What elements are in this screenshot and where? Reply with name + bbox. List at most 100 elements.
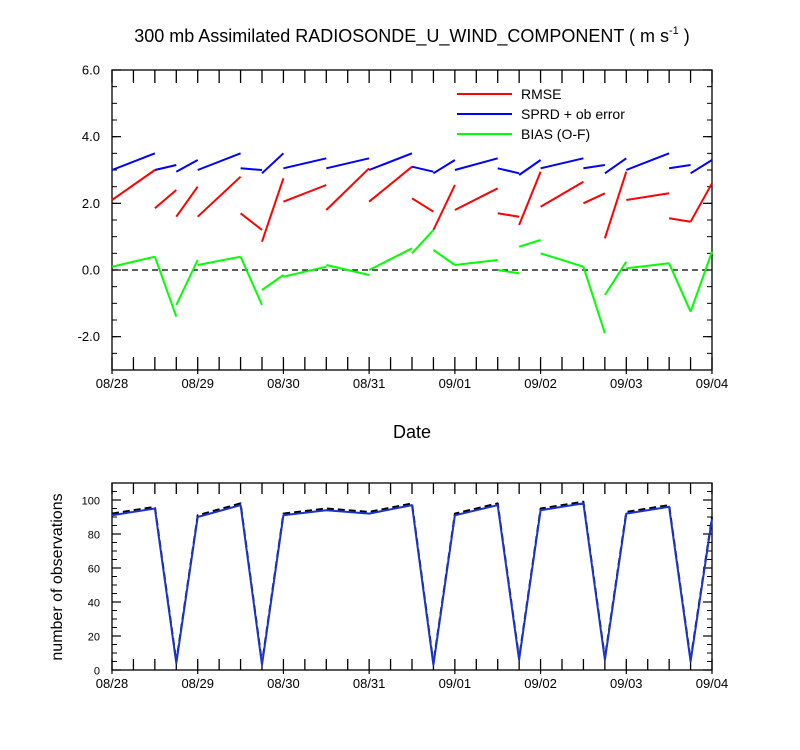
legend-label: RMSE — [521, 86, 561, 102]
series-segment — [497, 269, 520, 275]
series-segment — [540, 180, 584, 208]
series-segment — [518, 239, 541, 248]
series-line — [111, 502, 713, 666]
series-segment — [153, 256, 178, 318]
series-segment — [689, 251, 713, 313]
series-segment — [432, 184, 456, 231]
x-tick-label: 08/31 — [353, 376, 386, 391]
x-tick-label: 09/02 — [524, 376, 557, 391]
x-tick-label: 09/01 — [439, 676, 472, 691]
series-segment — [518, 159, 542, 176]
series-segment — [454, 187, 499, 211]
x-tick-label: 09/04 — [696, 376, 729, 391]
series-segment — [197, 255, 241, 266]
legend-label: BIAS (O-F) — [521, 126, 590, 142]
x-tick-label: 08/29 — [181, 676, 214, 691]
series-segment — [368, 152, 413, 171]
y-tick-label: 80 — [88, 530, 100, 542]
series-segment — [239, 212, 263, 231]
series-segment — [325, 167, 370, 211]
series-segment — [689, 182, 713, 223]
series-segment — [175, 159, 199, 173]
series-segment — [625, 152, 670, 171]
series-segment — [454, 259, 498, 266]
series-segment — [582, 192, 606, 205]
x-axis-label: Date — [393, 422, 431, 442]
series-segment — [240, 167, 263, 171]
series-segment — [154, 164, 177, 171]
series-observations-black-dashed — [111, 500, 713, 665]
series-segment — [432, 249, 456, 266]
series-segment — [283, 184, 327, 203]
series-segment — [604, 261, 628, 296]
x-tick-label: 09/03 — [610, 676, 643, 691]
series-rmse — [111, 165, 713, 243]
y-tick-label: 20 — [88, 632, 100, 644]
series-segment — [175, 259, 199, 306]
series-segment — [283, 157, 327, 170]
series-segment — [668, 262, 692, 313]
x-tick-label: 09/03 — [610, 376, 643, 391]
series-segment — [540, 252, 584, 268]
x-tick-label: 08/30 — [267, 376, 300, 391]
legend-item-rmse: RMSE — [457, 86, 561, 102]
series-segment — [368, 165, 413, 203]
series-segment — [261, 274, 284, 291]
series-segment — [239, 256, 263, 306]
series-segment — [518, 171, 542, 226]
legend: RMSE SPRD + ob error BIAS (O-F) — [457, 86, 625, 142]
series-segment — [411, 197, 434, 213]
series-segment — [261, 177, 285, 243]
series-segment — [497, 167, 520, 175]
series-segment — [175, 186, 199, 218]
y-axis-label-bottom: number of observations — [49, 493, 66, 660]
series-segment — [668, 164, 691, 170]
bottom-chart: 0 20 40 60 80 100 08/28 08/29 08/30 08/31 09/01 09/… — [82, 482, 729, 691]
legend-label: SPRD + ob error — [521, 106, 625, 122]
y-tick-label: 60 — [88, 564, 100, 576]
series-segment — [411, 229, 435, 254]
x-tick-label: 08/28 — [96, 376, 129, 391]
chart-title: 300 mb Assimilated RADIOSONDE_U_WIND_COM… — [134, 25, 690, 47]
x-tick-label: 09/02 — [524, 676, 557, 691]
legend-item-sprd-ob-error: SPRD + ob error — [457, 106, 625, 122]
series-segment — [668, 217, 691, 223]
legend-item-bias-o-f: BIAS (O-F) — [457, 126, 590, 142]
series-line — [111, 500, 713, 665]
series-segment — [111, 169, 156, 201]
x-tick-label: 08/31 — [353, 676, 386, 691]
series-bias-o-f — [111, 229, 713, 334]
y-tick-label: 0 — [94, 666, 100, 678]
series-segment — [603, 171, 628, 239]
series-segment — [326, 264, 370, 276]
series-segment — [454, 157, 498, 171]
series-segment — [411, 165, 434, 173]
series-sprd-ob-error — [111, 152, 713, 176]
series-segment — [283, 265, 327, 278]
y-tick-label: 6.0 — [82, 63, 100, 78]
y-tick-label: 4.0 — [82, 129, 100, 144]
x-tick-label: 09/04 — [696, 676, 729, 691]
series-segment — [626, 262, 670, 270]
x-tick-label: 08/29 — [181, 376, 214, 391]
series-segment — [432, 159, 456, 175]
series-segment — [540, 157, 584, 170]
top-chart: -2.0 0.0 2.0 4.0 6.0 08/28 08/29 08/30 08/31 09/0… — [78, 63, 729, 392]
x-tick-label: 08/28 — [96, 676, 129, 691]
series-segment — [197, 152, 241, 171]
y-tick-label: 100 — [82, 496, 100, 508]
series-segment — [111, 255, 156, 268]
series-segment — [326, 157, 370, 170]
series-segment — [583, 164, 606, 170]
series-segment — [582, 266, 606, 334]
x-tick-label: 09/01 — [439, 376, 472, 391]
series-segment — [626, 192, 670, 201]
series-segment — [604, 157, 627, 175]
y-tick-label: -2.0 — [78, 329, 100, 344]
series-segment — [111, 152, 156, 171]
series-segment — [261, 152, 285, 175]
series-segment — [154, 189, 177, 210]
series-segment — [690, 159, 713, 175]
series-segment — [197, 175, 242, 218]
